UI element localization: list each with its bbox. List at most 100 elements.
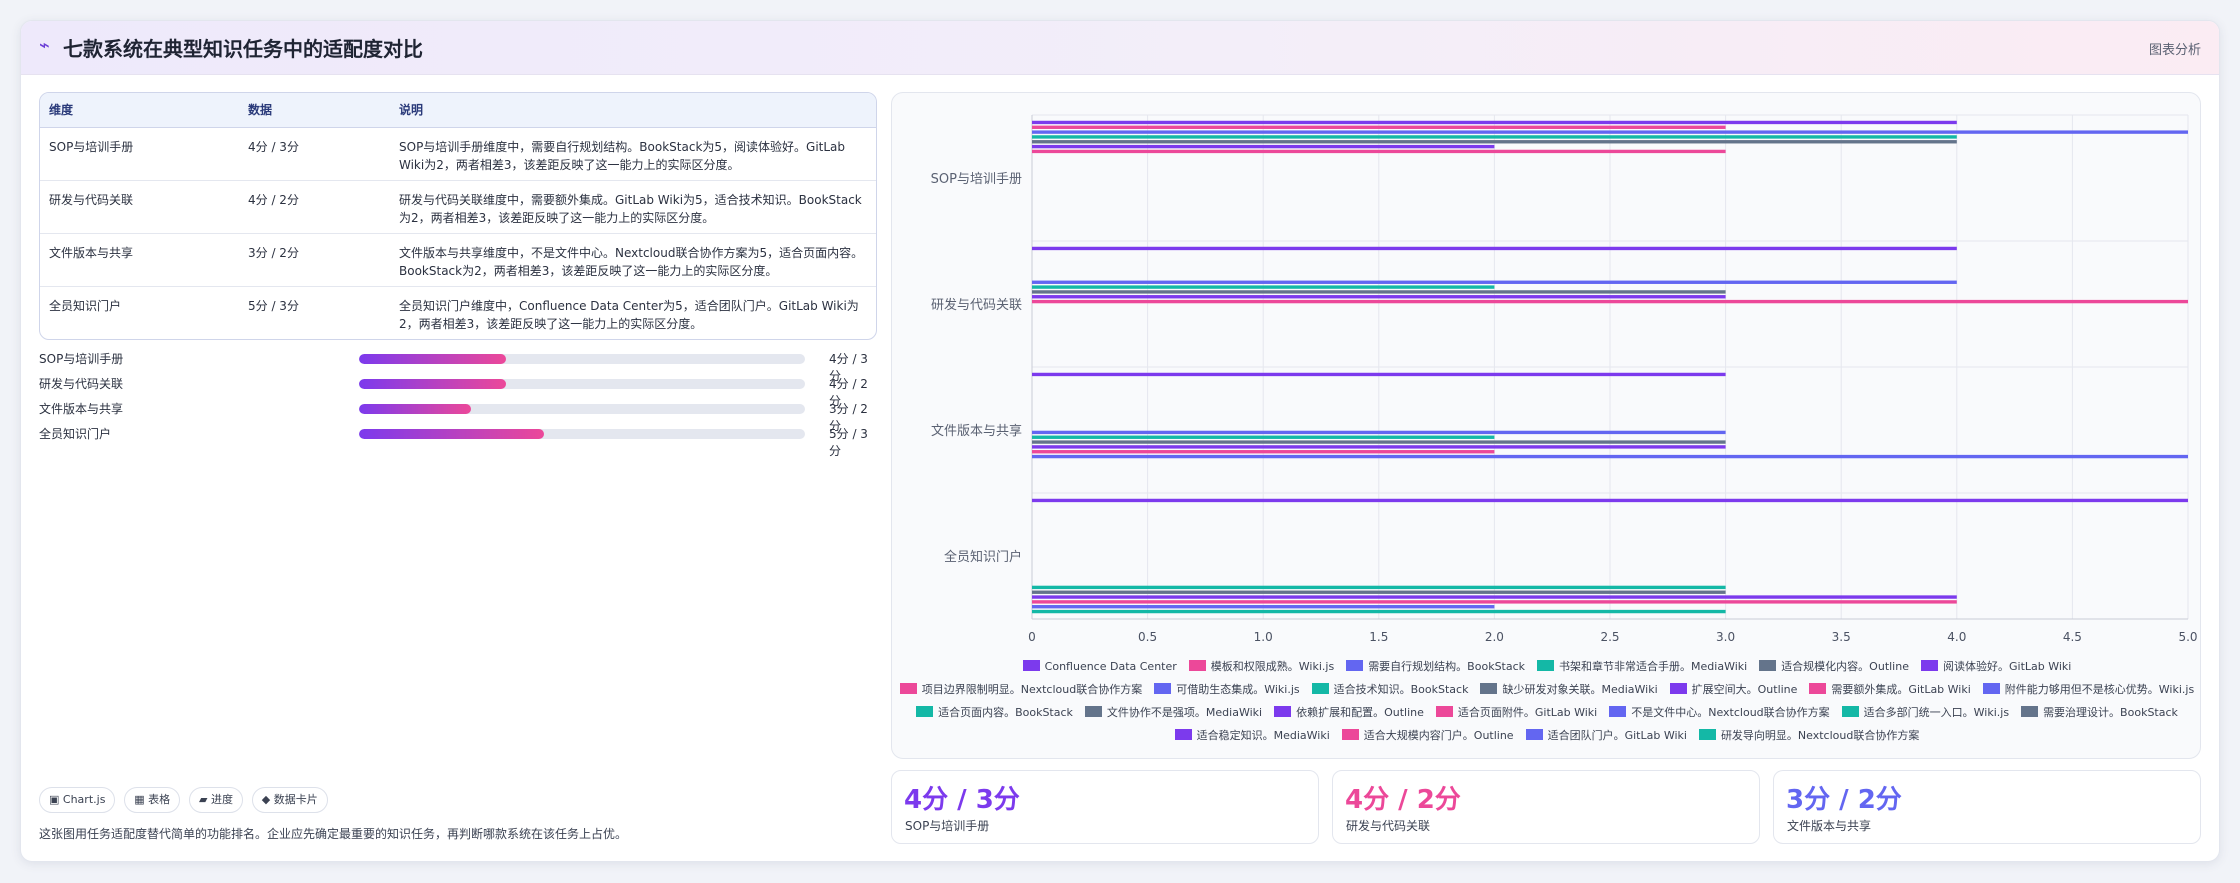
chip-chartjs[interactable]: ▣ Chart.js <box>39 787 116 813</box>
legend-item[interactable]: 阅读体验好。GitLab Wiki <box>1920 656 2072 678</box>
legend-swatch <box>1480 683 1498 694</box>
x-tick-label: 4.5 <box>2063 630 2082 644</box>
page-title: 七款系统在典型知识任务中的适配度对比 <box>63 37 423 61</box>
kpi-value: 4分 / 2分 <box>1345 785 1461 815</box>
legend-label: 适合稳定知识。MediaWiki <box>1196 729 1330 742</box>
legend-label: 适合大规模内容门户。Outline <box>1363 729 1514 742</box>
table-row: SOP与培训手册 4分 / 3分 SOP与培训手册维度中，需要自行规划结构。Bo… <box>40 127 876 181</box>
legend-item[interactable]: 需要自行规划结构。BookStack <box>1346 656 1525 678</box>
x-tick-label: 1.5 <box>1369 630 1388 644</box>
legend-label: Confluence Data Center <box>1044 660 1177 673</box>
legend-item[interactable]: 适合稳定知识。MediaWiki <box>1174 725 1330 747</box>
progress-track <box>359 404 805 414</box>
legend-item[interactable]: 适合多部门统一入口。Wiki.js <box>1841 702 2009 724</box>
progress-label: SOP与培训手册 <box>39 352 124 366</box>
bar <box>1032 285 1495 289</box>
chip-progress[interactable]: ▰ 进度 <box>188 787 243 813</box>
table-icon: ▦ <box>134 793 145 806</box>
progress-label: 研发与代码关联 <box>39 377 124 391</box>
legend-label: 阅读体验好。GitLab Wiki <box>1942 660 2072 673</box>
legend-item[interactable]: 适合团队门户。GitLab Wiki <box>1525 725 1687 747</box>
legend-swatch <box>1311 683 1329 694</box>
legend-item[interactable]: 适合规模化内容。Outline <box>1759 656 1909 678</box>
kpi-card: 4分 / 2分 研发与代码关联 <box>1332 770 1760 844</box>
bar <box>1032 498 2188 503</box>
progress-fill <box>359 404 471 414</box>
bar <box>1032 120 1957 125</box>
legend-swatch <box>1759 660 1777 671</box>
legend-item[interactable]: 模板和权限成熟。Wiki.js <box>1188 656 1334 678</box>
chip-data-card[interactable]: ◆ 数据卡片 <box>251 787 328 813</box>
legend-item[interactable]: 需要治理设计。BookStack <box>2021 702 2178 724</box>
x-tick-label: 3.0 <box>1716 630 1735 644</box>
legend-item[interactable]: 适合页面附件。GitLab Wiki <box>1435 702 1597 724</box>
progress-value: 3分 / 2分 <box>829 402 868 433</box>
x-tick-label: 5.0 <box>2178 630 2197 644</box>
legend-item[interactable]: 不是文件中心。Nextcloud联合协作方案 <box>1609 702 1830 724</box>
bar <box>1032 140 1957 144</box>
x-tick-label: 2.0 <box>1485 630 1504 644</box>
legend-label: 书架和章节非常适合手册。MediaWiki <box>1559 660 1748 673</box>
chip-table[interactable]: ▦ 表格 <box>124 787 181 813</box>
legend-item[interactable]: 适合技术知识。BookStack <box>1311 679 1468 701</box>
legend-label: 依赖扩展和配置。Outline <box>1296 706 1424 719</box>
chip-label: Chart.js <box>62 793 106 806</box>
progress-label: 全员知识门户 <box>39 427 112 441</box>
table-cell-dimension: 研发与代码关联 <box>40 180 239 234</box>
footnote: 这张图用任务适配度替代简单的功能排名。企业应先确定最重要的知识任务，再判断哪款系… <box>39 827 628 841</box>
kpi-card: 3分 / 2分 文件版本与共享 <box>1773 770 2201 844</box>
legend-item[interactable]: 书架和章节非常适合手册。MediaWiki <box>1537 656 1747 678</box>
bar <box>1032 135 1957 139</box>
legend-item[interactable]: 需要额外集成。GitLab Wiki <box>1809 679 1971 701</box>
progress-row: 文件版本与共享 3分 / 2分 <box>39 398 877 433</box>
data-table: 维度 数据 说明 SOP与培训手册 4分 / 3分 SOP与培训手册维度中，需要… <box>39 92 877 340</box>
legend-item[interactable]: 适合页面内容。BookStack <box>916 702 1073 724</box>
progress-fill <box>359 354 507 364</box>
progress-value: 4分 / 3分 <box>829 352 868 383</box>
bar <box>1032 295 1726 299</box>
legend-label: 需要自行规划结构。BookStack <box>1368 660 1526 673</box>
legend-item[interactable]: 依赖扩展和配置。Outline <box>1274 702 1424 724</box>
chart-analysis-tag: 图表分析 <box>2148 43 2201 58</box>
table-cell-data: 3分 / 2分 <box>239 233 390 287</box>
legend-item[interactable]: 扩展空间大。Outline <box>1669 679 1798 701</box>
legend-label: 附件能力够用但不是核心优势。Wiki.js <box>2004 683 2195 696</box>
table-header-description: 说明 <box>390 93 876 128</box>
legend-swatch <box>1525 729 1543 740</box>
bar <box>1032 450 1495 454</box>
legend-item[interactable]: 可借助生态集成。Wiki.js <box>1154 679 1300 701</box>
bar <box>1032 149 1726 154</box>
bar <box>1032 445 1726 449</box>
legend-swatch <box>1084 706 1102 717</box>
legend-swatch <box>1537 660 1555 671</box>
bar <box>1032 372 1726 377</box>
table-cell-description: 全员知识门户维度中，Confluence Data Center为5，适合团队门… <box>399 298 859 331</box>
table-cell-data: 5分 / 3分 <box>248 298 299 313</box>
legend-item[interactable]: 缺少研发对象关联。MediaWiki <box>1480 679 1658 701</box>
legend-item[interactable]: Confluence Data Center <box>1022 656 1177 678</box>
legend-swatch <box>1841 706 1859 717</box>
bar <box>1032 605 1495 609</box>
legend-swatch <box>1435 706 1453 717</box>
y-category-label: 全员知识门户 <box>944 549 1022 565</box>
legend-item[interactable]: 适合大规模内容门户。Outline <box>1341 725 1514 747</box>
legend-item[interactable]: 项目边界限制明显。Nextcloud联合协作方案 <box>899 679 1142 701</box>
legend-label: 缺少研发对象关联。MediaWiki <box>1502 683 1658 696</box>
chart-icon: ▣ <box>49 793 60 806</box>
bar <box>1032 246 1957 251</box>
progress-track <box>359 379 805 389</box>
legend-label: 可借助生态集成。Wiki.js <box>1176 683 1300 696</box>
bar <box>1032 290 1726 294</box>
table-cell-dimension: 全员知识门户 <box>49 298 122 313</box>
bar <box>1032 595 1957 599</box>
legend-label: 需要额外集成。GitLab Wiki <box>1831 683 1971 696</box>
legend-item[interactable]: 文件协作不是强项。MediaWiki <box>1084 702 1262 724</box>
legend-item[interactable]: 附件能力够用但不是核心优势。Wiki.js <box>1982 679 2195 701</box>
chart-legend: Confluence Data Center 模板和权限成熟。Wiki.js 需要自… <box>892 655 2202 747</box>
legend-item[interactable]: 研发导向明显。Nextcloud联合协作方案 <box>1698 725 1919 747</box>
legend-label: 扩展空间大。Outline <box>1691 683 1798 696</box>
kpi-label: SOP与培训手册 <box>905 819 990 833</box>
legend-label: 适合规模化内容。Outline <box>1781 660 1909 673</box>
kpi-label: 研发与代码关联 <box>1346 819 1431 833</box>
bar <box>1032 609 1726 614</box>
